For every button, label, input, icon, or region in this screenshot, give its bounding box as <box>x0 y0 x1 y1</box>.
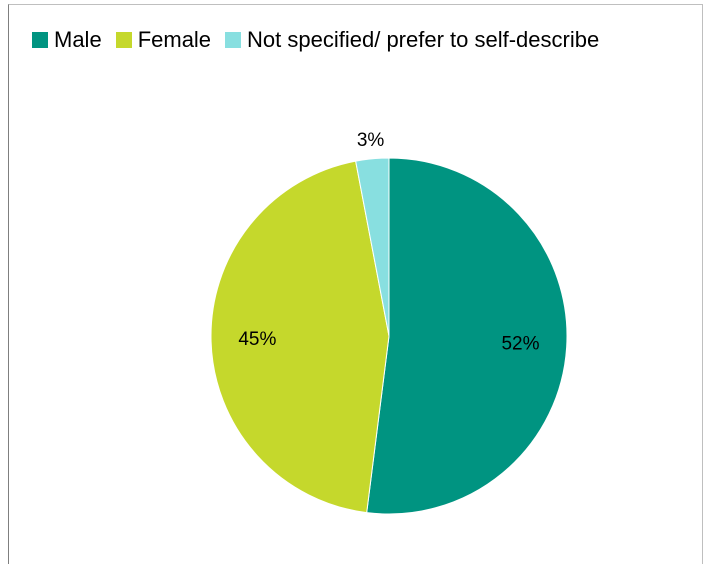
legend-item-not-specified: Not specified/ prefer to self-describe <box>225 29 599 51</box>
chart-frame <box>8 4 703 564</box>
chart-legend: Male Female Not specified/ prefer to sel… <box>32 24 613 56</box>
legend-label-male: Male <box>54 27 102 52</box>
legend-item-female: Female <box>115 27 212 52</box>
legend-swatch-female <box>115 32 132 48</box>
data-label-male: 52% <box>501 333 539 354</box>
legend-label-not-specified: Not specified/ prefer to self-describe <box>247 27 600 52</box>
legend-label-female: Female <box>137 27 212 52</box>
data-label-female: 45% <box>238 329 276 350</box>
legend-swatch-male <box>32 32 48 48</box>
data-label-not-specified: 3% <box>357 130 385 151</box>
slice-male <box>366 157 568 515</box>
legend-swatch-not-specified <box>225 32 242 48</box>
slice-female <box>210 160 390 514</box>
legend-item-male: Male <box>32 29 102 51</box>
slice-not-specified <box>355 157 390 337</box>
